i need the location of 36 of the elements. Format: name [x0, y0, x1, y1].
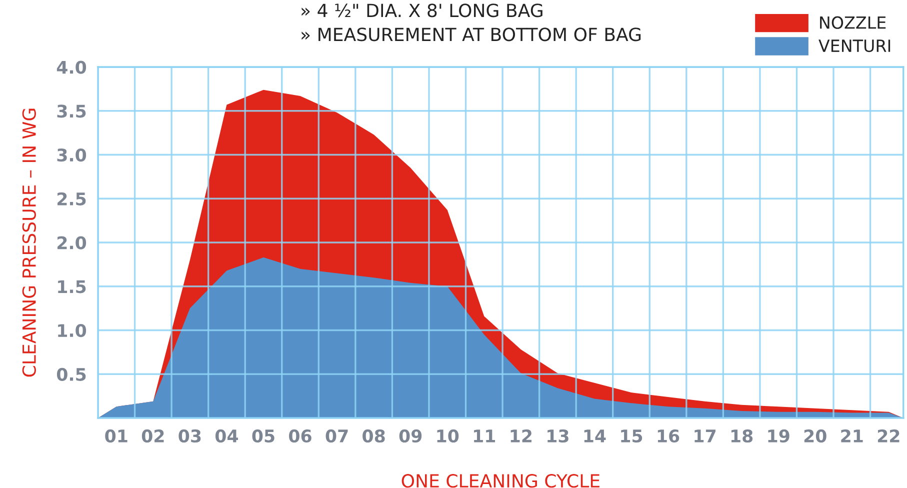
x-axis-title: ONE CLEANING CYCLE: [402, 474, 600, 488]
x-tick-label: 05: [252, 429, 274, 443]
x-tick-label: 14: [584, 430, 606, 442]
x-tick-label: 11: [474, 430, 496, 442]
x-tick-label: 08: [362, 429, 385, 443]
x-tick-label: 03: [178, 429, 201, 443]
x-tick-label: 18: [731, 429, 753, 443]
x-tick-label: 07: [326, 429, 348, 443]
legend-label: VENTURI: [818, 40, 890, 52]
y-axis-title: CLEANING PRESSURE – IN WG: [22, 108, 36, 377]
text: » 4 ½" DIA. X 8' LONG BAG: [302, 4, 542, 18]
x-tick-label: 20: [804, 429, 826, 443]
y-tick-label: 4.0: [56, 60, 86, 74]
x-tick-label: 01: [105, 429, 128, 443]
x-tick-label: 09: [399, 429, 422, 443]
y-tick-label: 0.5: [56, 368, 86, 381]
text: » MEASUREMENT AT BOTTOM OF BAG: [302, 28, 641, 42]
x-tick-label: 17: [694, 430, 716, 442]
x-tick-label: 21: [841, 429, 863, 442]
x-tick-label: 02: [142, 429, 164, 443]
x-tick-label: 16: [658, 429, 680, 443]
x-tick-label: 19: [768, 429, 790, 443]
y-tick-label: 1.0: [58, 324, 86, 338]
x-tick-label: 22: [878, 429, 900, 442]
x-tick-label: 10: [437, 429, 459, 443]
y-tick-label: 2.0: [58, 236, 86, 250]
x-tick-label: 15: [621, 430, 642, 443]
y-tick-label: 3.0: [57, 148, 86, 162]
y-tick-label: 3.5: [57, 104, 86, 118]
legend-label: NOZZLE: [820, 16, 886, 29]
y-tick-label: 2.5: [58, 192, 86, 206]
x-tick-label: 04: [215, 429, 238, 443]
x-tick-label: 12: [510, 429, 532, 442]
y-tick-label: 1.5: [58, 280, 86, 294]
x-tick-label: 06: [289, 429, 312, 443]
x-tick-label: 13: [548, 429, 568, 443]
